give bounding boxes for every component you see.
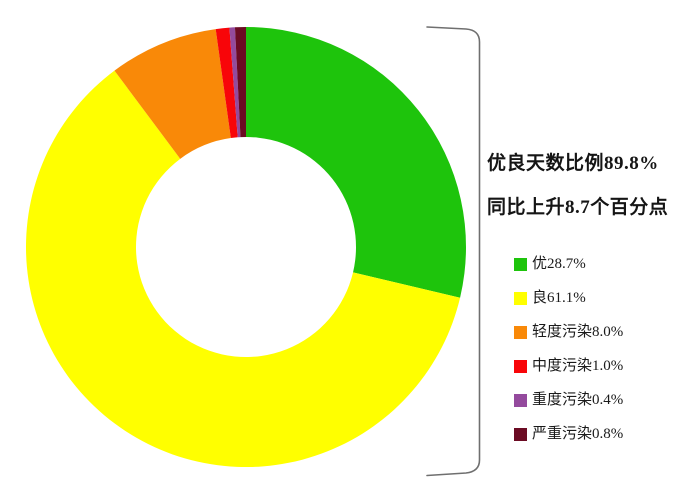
annotation-yoy-change: 同比上升8.7个百分点 <box>487 197 669 218</box>
legend-swatch-excellent <box>514 258 527 271</box>
legend-item-moderate-pollution: 中度污染1.0% <box>514 359 623 374</box>
bracket <box>426 26 481 477</box>
legend: 优28.7% 良61.1% 轻度污染8.0% 中度污染1.0% 重度污染0.4%… <box>514 257 623 442</box>
legend-swatch-moderate-pollution <box>514 360 527 373</box>
donut-slice-重度污染 <box>229 27 241 138</box>
donut-slice-轻度污染 <box>114 29 231 159</box>
legend-label: 中度污染1.0% <box>532 358 624 374</box>
legend-item-excellent: 优28.7% <box>514 257 623 272</box>
legend-swatch-heavy-pollution <box>514 394 527 407</box>
donut-slice-严重污染 <box>234 27 246 138</box>
legend-label: 优28.7% <box>532 256 586 272</box>
donut-slice-中度污染 <box>215 27 238 139</box>
legend-label: 良61.1% <box>532 290 586 306</box>
legend-label: 严重污染0.8% <box>532 426 624 442</box>
donut-slice-优 <box>246 27 466 298</box>
legend-swatch-good <box>514 292 527 305</box>
legend-item-light-pollution: 轻度污染8.0% <box>514 325 623 340</box>
legend-swatch-light-pollution <box>514 326 527 339</box>
legend-item-severe-pollution: 严重污染0.8% <box>514 427 623 442</box>
annotation-good-days-ratio: 优良天数比例89.8% <box>487 153 659 174</box>
legend-label: 重度污染0.4% <box>532 392 624 408</box>
legend-swatch-severe-pollution <box>514 428 527 441</box>
legend-item-heavy-pollution: 重度污染0.4% <box>514 393 623 408</box>
legend-item-good: 良61.1% <box>514 291 623 306</box>
donut-slice-良 <box>25 70 461 468</box>
donut-slices <box>25 27 466 468</box>
legend-label: 轻度污染8.0% <box>532 324 624 340</box>
